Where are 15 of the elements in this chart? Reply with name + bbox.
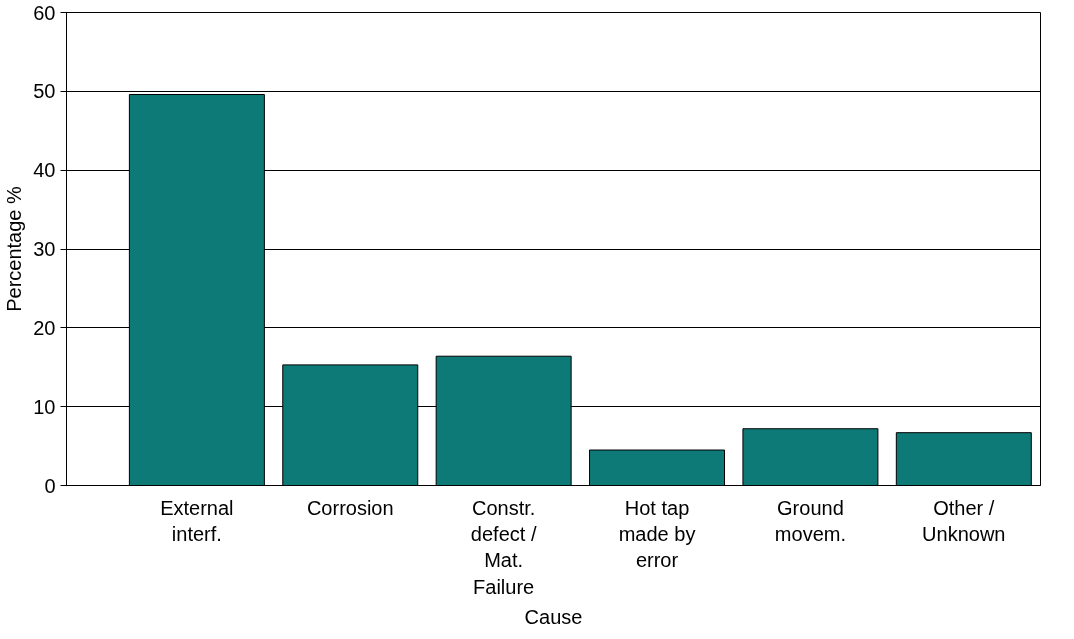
- x-tick-label: Hot tap made by error: [618, 496, 696, 572]
- y-tick-label: 50: [33, 80, 56, 103]
- y-tick-label: 10: [33, 395, 56, 418]
- x-tick-label: Ground movem.: [774, 496, 846, 545]
- y-tick-label: 0: [44, 474, 56, 497]
- y-tick-label: 20: [33, 316, 56, 339]
- x-tick-label: Constr. defect / Mat. Failure: [470, 496, 537, 598]
- x-axis-title: Cause: [524, 605, 583, 628]
- y-tick-label: 30: [33, 238, 56, 260]
- y-axis-title: Percentage %: [3, 185, 26, 312]
- x-tick-label: External interf.: [160, 496, 234, 545]
- x-tick-label: Corrosion: [306, 496, 394, 519]
- y-tick-label: 60: [33, 1, 56, 24]
- x-tick-label: Other / Unknown: [922, 496, 1006, 545]
- y-tick-label: 40: [33, 159, 56, 182]
